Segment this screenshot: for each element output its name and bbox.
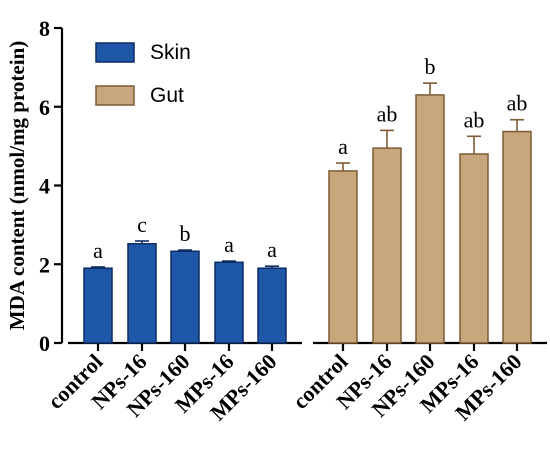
significance-label: ab bbox=[464, 107, 485, 132]
significance-label: a bbox=[224, 232, 234, 257]
bar-gut-control bbox=[328, 170, 358, 344]
legend-swatch-gut bbox=[95, 85, 135, 106]
y-tick-label: 2 bbox=[39, 252, 50, 277]
legend-label-gut: Gut bbox=[150, 84, 184, 107]
significance-label: a bbox=[338, 134, 348, 159]
significance-label: a bbox=[267, 237, 277, 262]
bar-skin-nps-16 bbox=[127, 243, 157, 344]
legend-swatch-skin bbox=[95, 42, 135, 63]
y-tick-label: 6 bbox=[39, 95, 50, 120]
legend: Skin Gut bbox=[95, 41, 191, 107]
bar-skin-control bbox=[83, 267, 113, 344]
y-tick-label: 8 bbox=[39, 16, 50, 41]
bar-gut-nps-16 bbox=[372, 147, 402, 344]
significance-label: ab bbox=[507, 91, 528, 116]
significance-label: b bbox=[180, 221, 191, 246]
bar-gut-nps-160 bbox=[415, 94, 445, 344]
y-axis-title: MDA content (nmol/mg protein) bbox=[5, 41, 29, 331]
significance-label: a bbox=[93, 238, 103, 263]
bar-gut-mps-16 bbox=[459, 153, 489, 344]
y-tick-label: 0 bbox=[39, 331, 50, 356]
labels: acontrolcNPs-16bNPs-160aMPs-16aMPs-160ac… bbox=[43, 54, 528, 425]
bar-gut-mps-160 bbox=[502, 130, 532, 344]
legend-label-skin: Skin bbox=[150, 41, 191, 64]
bars bbox=[83, 82, 532, 344]
y-tick-label: 4 bbox=[39, 174, 50, 199]
bar-skin-mps-160 bbox=[257, 267, 287, 344]
significance-label: c bbox=[137, 212, 147, 237]
significance-label: ab bbox=[377, 101, 398, 126]
bar-skin-mps-16 bbox=[214, 261, 244, 344]
bar-skin-nps-160 bbox=[170, 250, 200, 344]
significance-label: b bbox=[425, 54, 436, 79]
